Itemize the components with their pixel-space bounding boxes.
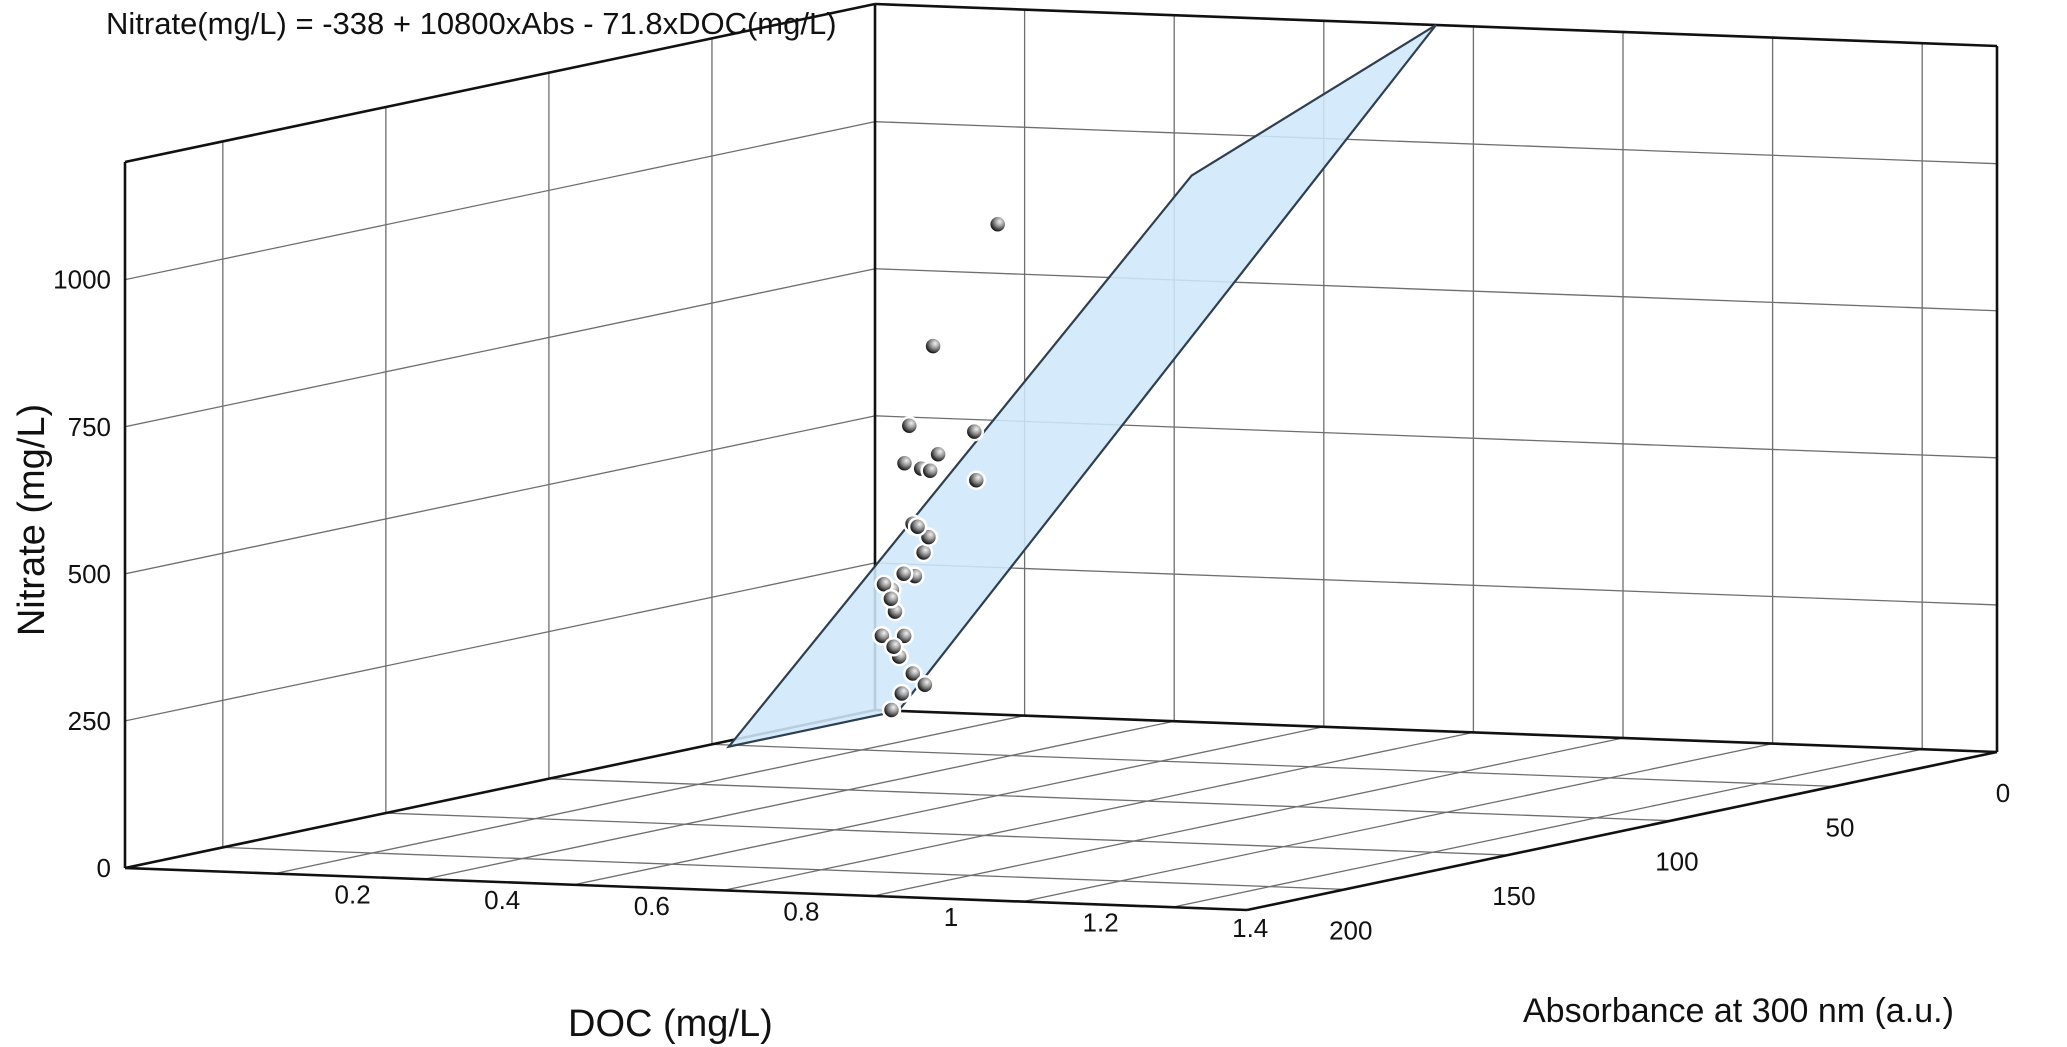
tick-label: 150 (1492, 881, 1535, 911)
data-point (928, 444, 948, 464)
tick-label: 750 (68, 412, 111, 442)
axis-line (874, 708, 1998, 754)
data-point (920, 461, 940, 481)
grid-line (385, 812, 1508, 856)
grid-line (1022, 742, 1773, 903)
grid-line (874, 562, 1998, 606)
data-point (923, 336, 943, 356)
grid-line (124, 121, 876, 281)
grid-line (274, 714, 1025, 875)
data-point (872, 625, 892, 646)
data-point (964, 421, 985, 442)
tick-label: 0.6 (634, 891, 670, 921)
tick-label: 1.2 (1083, 908, 1119, 938)
grid-line (124, 268, 876, 428)
tick-label: 1000 (53, 265, 111, 295)
tick-label: 1.4 (1232, 913, 1268, 943)
grid-line (222, 846, 1345, 891)
tick-label: 0.4 (484, 885, 520, 915)
tick-label: 0 (97, 853, 111, 883)
z-axis-label: Nitrate (mg/L) (11, 404, 53, 636)
tick-labels: 0 250 500 750 1000 0 50 100 150 200 0.2 0.4 0.6 0.8 1 1… (53, 265, 2010, 946)
regression-surface (725, 24, 1437, 749)
grid-line (874, 121, 1998, 165)
data-point (894, 453, 915, 474)
data-point (892, 683, 912, 704)
tick-label: 1 (944, 902, 958, 932)
data-point (903, 663, 923, 684)
axis-line (124, 866, 1248, 912)
tick-label: 0.2 (335, 880, 371, 910)
data-point (883, 636, 904, 657)
data-point (881, 700, 902, 720)
grid-line (124, 415, 876, 575)
regression-plane (725, 24, 1437, 749)
grid-line (872, 737, 1624, 897)
grid-line (573, 726, 1324, 886)
grid-line (124, 562, 876, 722)
grid-line (723, 731, 1474, 892)
data-points (872, 214, 1008, 720)
grid-line (711, 743, 1834, 787)
y-axis-label: DOC (mg/L) (568, 1003, 773, 1045)
grid-line (1172, 748, 1923, 908)
data-point (881, 589, 901, 609)
tick-label: 0.8 (783, 896, 819, 926)
tick-label: 500 (68, 559, 111, 589)
data-point (907, 516, 928, 537)
tick-label: 0 (1996, 778, 2010, 808)
data-point (915, 674, 935, 695)
equation-title: Nitrate(mg/L) = -338 + 10800xAbs - 71.8x… (106, 6, 837, 41)
tick-label: 200 (1329, 915, 1372, 945)
axis-line (1246, 750, 1998, 912)
data-point (899, 415, 920, 436)
grid-line (424, 720, 1175, 880)
axis-line (124, 2, 876, 164)
tick-label: 100 (1655, 847, 1698, 877)
tick-label: 250 (68, 706, 111, 736)
data-point (987, 214, 1008, 234)
data-point (966, 470, 987, 490)
data-point (893, 563, 914, 584)
grid-line (548, 778, 1671, 822)
x-axis-label: Absorbance at 300 nm (a.u.) (1523, 992, 1954, 1030)
tick-label: 50 (1826, 812, 1855, 842)
grid-line (874, 268, 1998, 312)
